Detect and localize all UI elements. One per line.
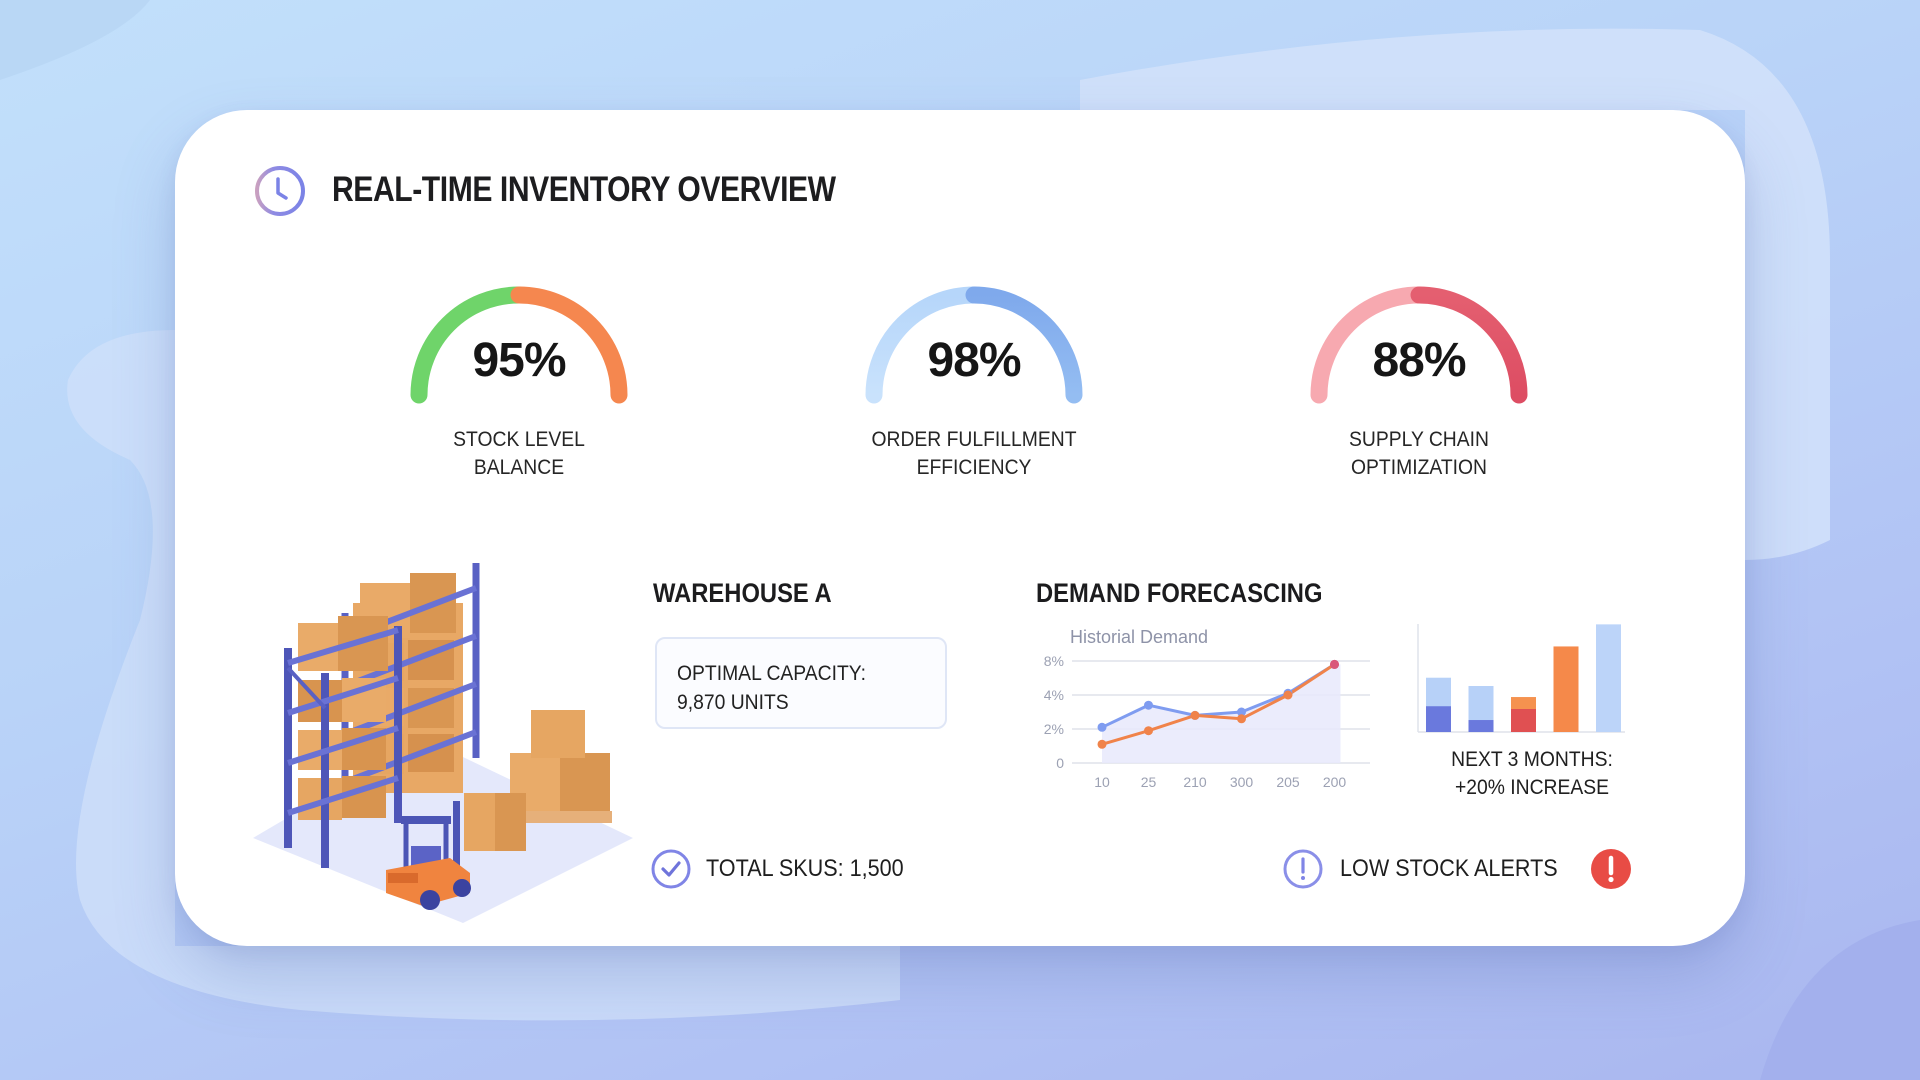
gauge-supply-chain: 88% SUPPLY CHAIN OPTIMIZATION <box>1299 250 1539 500</box>
gauge-label: ORDER FULFILLMENT EFFICIENCY <box>871 428 1077 479</box>
gauge-label: STOCK LEVEL BALANCE <box>453 428 585 479</box>
low-stock-alerts[interactable]: LOW STOCK ALERTS <box>1340 855 1558 882</box>
gauge-arc <box>410 286 628 404</box>
x-axis-labels: 10 25 210 300 205 200 <box>1094 774 1346 790</box>
svg-text:10: 10 <box>1094 774 1110 790</box>
total-skus: TOTAL SKUS: 1,500 <box>706 855 904 882</box>
gauge-value: 88% <box>1372 334 1466 387</box>
gauge-value: 98% <box>927 334 1021 387</box>
header <box>250 160 310 220</box>
gauge-value: 95% <box>472 334 566 387</box>
demand-line-chart: Historial Demand 0 2% 4% 8% 10 25 210 300 205 20… <box>1044 627 1370 790</box>
shelf-rack-front <box>284 616 402 868</box>
forklift <box>386 801 471 910</box>
warehouse-illustration <box>253 563 633 923</box>
svg-text:205: 205 <box>1276 774 1300 790</box>
svg-text:25: 25 <box>1141 774 1157 790</box>
clock-icon <box>255 166 305 216</box>
gauge-order-fulfillment: 98% ORDER FULFILLMENT EFFICIENCY <box>854 250 1094 500</box>
chart-title: Historial Demand <box>1070 627 1208 647</box>
bars <box>1426 624 1621 732</box>
gauge-arc <box>865 286 1083 404</box>
alert-badge-icon[interactable] <box>1590 848 1632 890</box>
svg-text:8%: 8% <box>1044 653 1064 669</box>
gauge-label: SUPPLY CHAIN OPTIMIZATION <box>1349 428 1489 479</box>
gauge-stock-level: 95% STOCK LEVEL BALANCE <box>399 250 639 500</box>
forecast-note: NEXT 3 MONTHS: +20% INCREASE <box>1451 748 1613 799</box>
page-title: REAL-TIME INVENTORY OVERVIEW <box>332 170 836 209</box>
svg-text:210: 210 <box>1183 774 1207 790</box>
series-orange-points <box>1097 659 1339 749</box>
forecast-heading: DEMAND FORECASCING <box>1036 578 1323 608</box>
svg-text:0: 0 <box>1056 755 1064 771</box>
capacity-box: OPTIMAL CAPACITY: 9,870 UNITS <box>655 637 947 729</box>
pallet-boxes <box>508 710 612 823</box>
forklift-boxes <box>464 793 526 851</box>
y-axis-labels: 0 2% 4% 8% <box>1044 653 1064 771</box>
gauge-arc <box>1310 286 1528 404</box>
svg-text:4%: 4% <box>1044 687 1064 703</box>
check-circle-icon <box>651 849 691 889</box>
series-orange-line <box>1101 663 1336 746</box>
warehouse-heading: WAREHOUSE A <box>653 578 832 608</box>
svg-text:300: 300 <box>1230 774 1254 790</box>
svg-text:200: 200 <box>1323 774 1347 790</box>
svg-text:2%: 2% <box>1044 721 1064 737</box>
forecast-bar-chart <box>1417 624 1625 733</box>
exclamation-circle-icon <box>1283 849 1323 889</box>
capacity-value: 9,870 UNITS <box>677 691 789 714</box>
capacity-label: OPTIMAL CAPACITY: <box>677 662 866 685</box>
